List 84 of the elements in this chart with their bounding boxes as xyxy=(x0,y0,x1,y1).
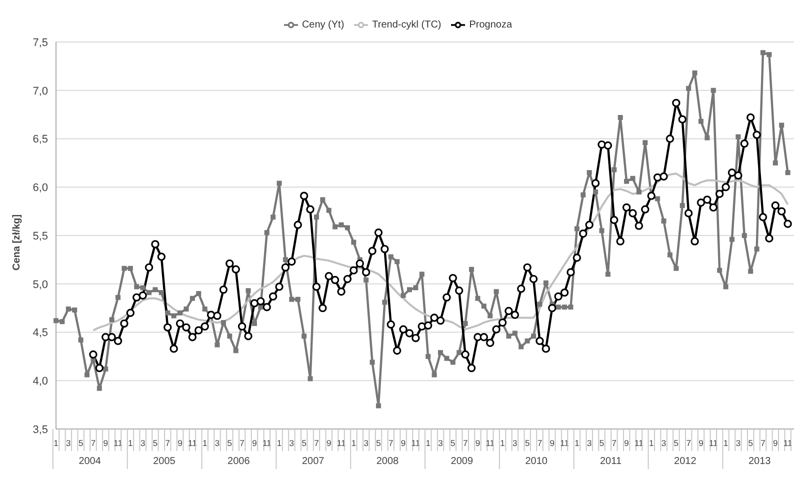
x-tick-label: 3 xyxy=(214,438,220,448)
y-tick-label: 5,0 xyxy=(32,278,48,291)
text: 2005 xyxy=(153,456,176,467)
x-tick-label: 7 xyxy=(462,438,468,448)
x-tick-label: 11 xyxy=(262,438,272,448)
x-tick-label: 3 xyxy=(140,438,146,448)
x-tick-label: 7 xyxy=(537,438,542,448)
x-tick-label: 5 xyxy=(524,438,530,448)
x-tick-label: 5 xyxy=(302,438,307,448)
x-tick-label: 1 xyxy=(574,438,580,448)
x-tick-label: 7 xyxy=(165,438,170,448)
x-tick-label: 3 xyxy=(586,438,592,448)
y-tick-label: 6,0 xyxy=(32,182,48,194)
x-tick-label: 3 xyxy=(736,438,741,448)
text: 2007 xyxy=(302,456,325,467)
y-tick-label: 4,0 xyxy=(32,376,48,388)
x-tick-label: 7 xyxy=(686,438,692,448)
x-tick-label: 3 xyxy=(661,438,666,448)
legend-label: Trend-cykl (TC) xyxy=(372,20,442,31)
line-series xyxy=(92,172,789,332)
x-tick-label: 9 xyxy=(178,438,183,448)
x-tick-label: 5 xyxy=(748,438,754,448)
x-tick-label: 5 xyxy=(450,438,456,448)
text: 2010 xyxy=(525,456,548,467)
x-tick-label: 11 xyxy=(708,438,718,448)
y-tick-label: 5,5 xyxy=(32,230,48,242)
x-tick-label: 1 xyxy=(128,438,134,448)
x-tick-label: 9 xyxy=(698,438,704,448)
text: 2009 xyxy=(450,456,474,467)
text: 2013 xyxy=(748,456,772,467)
x-tick-label: 1 xyxy=(723,438,728,448)
x-tick-label: 7 xyxy=(90,438,96,448)
x-tick-label: 9 xyxy=(252,438,258,448)
y-tick-label: 4,5 xyxy=(32,327,48,340)
x-tick-label: 1 xyxy=(648,438,654,448)
x-tick-label: 7 xyxy=(760,438,766,448)
x-tick-label: 7 xyxy=(314,438,320,448)
x-tick-label: 11 xyxy=(188,438,198,448)
x-tick-label: 9 xyxy=(550,438,555,448)
legend-label: Ceny (Yt) xyxy=(302,20,344,31)
x-tick-label: 5 xyxy=(599,438,604,448)
x-tick-label: 9 xyxy=(400,438,406,448)
x-tick-label: 5 xyxy=(152,438,158,448)
x-tick-label: 1 xyxy=(54,438,59,448)
x-tick-label: 3 xyxy=(438,438,444,448)
x-tick-label: 11 xyxy=(114,438,123,448)
x-tick-label: 5 xyxy=(227,438,232,448)
x-tick-label: 3 xyxy=(512,438,518,448)
x-tick-label: 1 xyxy=(276,438,282,448)
text: 2004 xyxy=(78,456,102,467)
legend-label: Prognoza xyxy=(469,20,512,31)
x-tick-label: 7 xyxy=(240,438,245,448)
x-tick-label: 11 xyxy=(336,438,346,448)
x-tick-label: 5 xyxy=(376,438,382,448)
text: 2011 xyxy=(600,456,622,467)
x-tick-label: 1 xyxy=(351,438,356,448)
text: 2006 xyxy=(228,456,250,467)
x-tick-label: 9 xyxy=(326,438,332,448)
x-tick-label: 11 xyxy=(560,438,570,448)
x-tick-label: 7 xyxy=(388,438,394,448)
x-tick-label: 9 xyxy=(624,438,630,448)
y-tick-label: 7,0 xyxy=(32,85,48,98)
x-tick-label: 1 xyxy=(202,438,208,448)
y-tick-label: 3,5 xyxy=(32,424,48,436)
x-tick-label: 11 xyxy=(634,438,644,448)
x-tick-label: 5 xyxy=(78,438,84,448)
x-tick-label: 11 xyxy=(411,438,420,448)
x-tick-label: 1 xyxy=(500,438,506,448)
y-tick-label: 7,5 xyxy=(32,36,48,49)
x-tick-label: 9 xyxy=(773,438,778,448)
x-tick-label: 11 xyxy=(783,438,792,448)
text: 2008 xyxy=(376,456,400,467)
y-axis-title: Cena [zł/kg] xyxy=(12,214,23,270)
x-tick-label: 3 xyxy=(66,438,72,448)
x-tick-label: 11 xyxy=(486,438,495,448)
x-tick-label: 9 xyxy=(103,438,108,448)
x-tick-label: 3 xyxy=(289,438,294,448)
x-tick-label: 9 xyxy=(475,438,480,448)
x-tick-label: 3 xyxy=(364,438,369,448)
x-tick-label: 5 xyxy=(674,438,679,448)
x-tick-label: 1 xyxy=(426,438,431,448)
text: 2012 xyxy=(674,456,697,467)
y-tick-label: 6,5 xyxy=(32,134,48,146)
x-tick-label: 7 xyxy=(612,438,617,448)
